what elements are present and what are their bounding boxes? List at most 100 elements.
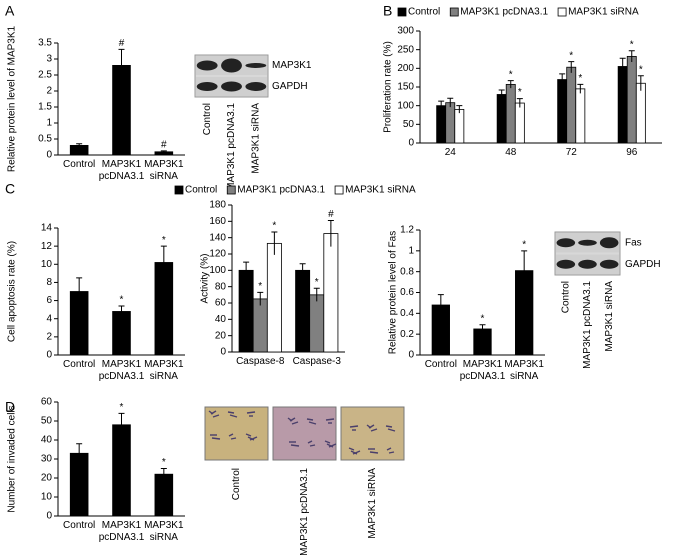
y-tick-label: 160	[209, 216, 226, 227]
image-lane-label: MAP3K1 siRNA	[367, 468, 378, 539]
significance-marker: *	[630, 39, 634, 50]
error-bar	[118, 305, 125, 317]
blot-lane-label: MAP3K1 pcDNA3.1	[226, 103, 237, 191]
y-tick-label: 80	[215, 281, 227, 292]
error-bar	[118, 48, 125, 82]
y-tick-label: 50	[41, 416, 53, 427]
blot-lane-label: MAP3K1 siRNA	[604, 281, 615, 352]
y-tick-label: 0	[220, 347, 226, 358]
significance-marker: #	[328, 209, 334, 220]
legend-label: Control	[185, 185, 217, 196]
blot-band	[578, 259, 597, 269]
blot-lane-label: MAP3K1 pcDNA3.1	[582, 281, 593, 369]
blot-band	[245, 82, 267, 91]
cell-stain	[348, 447, 355, 451]
image-lane-label: Control	[231, 468, 242, 500]
bar	[617, 66, 628, 144]
error-bar	[76, 277, 83, 306]
error-bar	[516, 98, 523, 108]
panel-letter: B	[383, 3, 392, 19]
error-bar	[577, 83, 584, 94]
panel-letter: D	[5, 399, 15, 415]
x-tick-label: Control	[63, 520, 96, 531]
error-bar	[327, 220, 334, 247]
y-tick-label: 3	[46, 54, 52, 65]
cell-stain	[387, 428, 396, 432]
cell-stain	[291, 421, 299, 425]
legend-label: MAP3K1 pcDNA3.1	[460, 7, 548, 18]
error-bar	[628, 50, 635, 62]
error-bar	[243, 261, 250, 279]
cell-stain	[388, 451, 395, 454]
y-tick-label: 0.6	[400, 287, 414, 298]
y-axis-label: Proliferation rate (%)	[383, 41, 394, 133]
cell-stain	[369, 451, 379, 454]
x-tick-label: MAP3K1 siRNA	[144, 359, 184, 382]
y-tick-label: 0	[408, 350, 414, 361]
blot-band	[221, 58, 242, 73]
cell-stain	[309, 444, 316, 447]
cell-stain	[368, 424, 375, 429]
bar	[295, 269, 311, 353]
micrograph	[272, 406, 337, 461]
y-tick-label: 20	[215, 330, 227, 341]
cell-stain	[229, 414, 238, 418]
x-tick-label: Control	[424, 359, 457, 370]
blot-band	[578, 239, 597, 246]
cell-stain	[247, 436, 255, 441]
blot-row-label: GAPDH	[272, 81, 308, 92]
error-bar	[271, 231, 278, 255]
significance-marker: *	[272, 221, 276, 232]
y-tick-label: 30	[41, 454, 53, 465]
cell-stain	[308, 421, 317, 425]
cell-stain	[227, 411, 235, 414]
y-tick-label: 10	[41, 492, 53, 503]
cell-stain	[349, 425, 359, 428]
panel-letter: A	[5, 3, 15, 19]
x-tick-label: 48	[505, 147, 517, 158]
significance-marker: *	[481, 313, 485, 324]
y-tick-label: 12	[41, 241, 53, 252]
y-tick-label: 0	[46, 511, 52, 522]
x-tick-label: MAP3K1 pcDNA3.1	[98, 520, 145, 543]
blot-row-label: MAP3K1	[272, 60, 312, 71]
cell-stain	[326, 443, 334, 448]
y-tick-label: 140	[209, 232, 226, 243]
bar	[454, 109, 465, 144]
y-tick-label: 10	[41, 259, 53, 270]
y-tick-label: 120	[209, 249, 226, 260]
error-bar	[76, 143, 83, 147]
significance-marker: *	[162, 457, 166, 468]
y-tick-label: 1	[408, 245, 414, 256]
blot-band	[556, 238, 576, 248]
significance-marker: *	[315, 277, 319, 288]
cell-stain	[386, 447, 392, 451]
y-tick-label: 40	[41, 435, 53, 446]
blot-band	[245, 63, 267, 68]
y-tick-label: 0.2	[400, 329, 414, 340]
bar	[112, 311, 131, 356]
blot-lane-label: Control	[560, 281, 571, 313]
significance-marker: *	[162, 235, 166, 246]
error-bar	[299, 263, 306, 277]
cell-stain	[212, 414, 220, 418]
error-bar	[160, 150, 167, 153]
error-bar	[619, 57, 626, 75]
bar	[436, 105, 447, 144]
x-tick-label: MAP3K1 siRNA	[144, 520, 184, 543]
y-tick-label: 1.5	[38, 102, 52, 113]
error-bar	[479, 324, 486, 334]
y-tick-label: 50	[403, 119, 415, 130]
legend-swatch	[226, 185, 236, 195]
significance-marker: #	[119, 38, 125, 49]
y-tick-label: 2	[46, 86, 52, 97]
significance-marker: #	[161, 139, 167, 150]
x-tick-label: MAP3K1 pcDNA3.1	[98, 359, 145, 382]
error-bar	[568, 61, 575, 73]
significance-marker: *	[509, 69, 513, 80]
image-lane-label: MAP3K1 pcDNA3.1	[299, 468, 310, 556]
y-tick-label: 300	[397, 26, 414, 37]
legend-label: MAP3K1 siRNA	[568, 7, 639, 18]
y-tick-label: 20	[41, 473, 53, 484]
blot-row-label: GAPDH	[625, 259, 661, 270]
